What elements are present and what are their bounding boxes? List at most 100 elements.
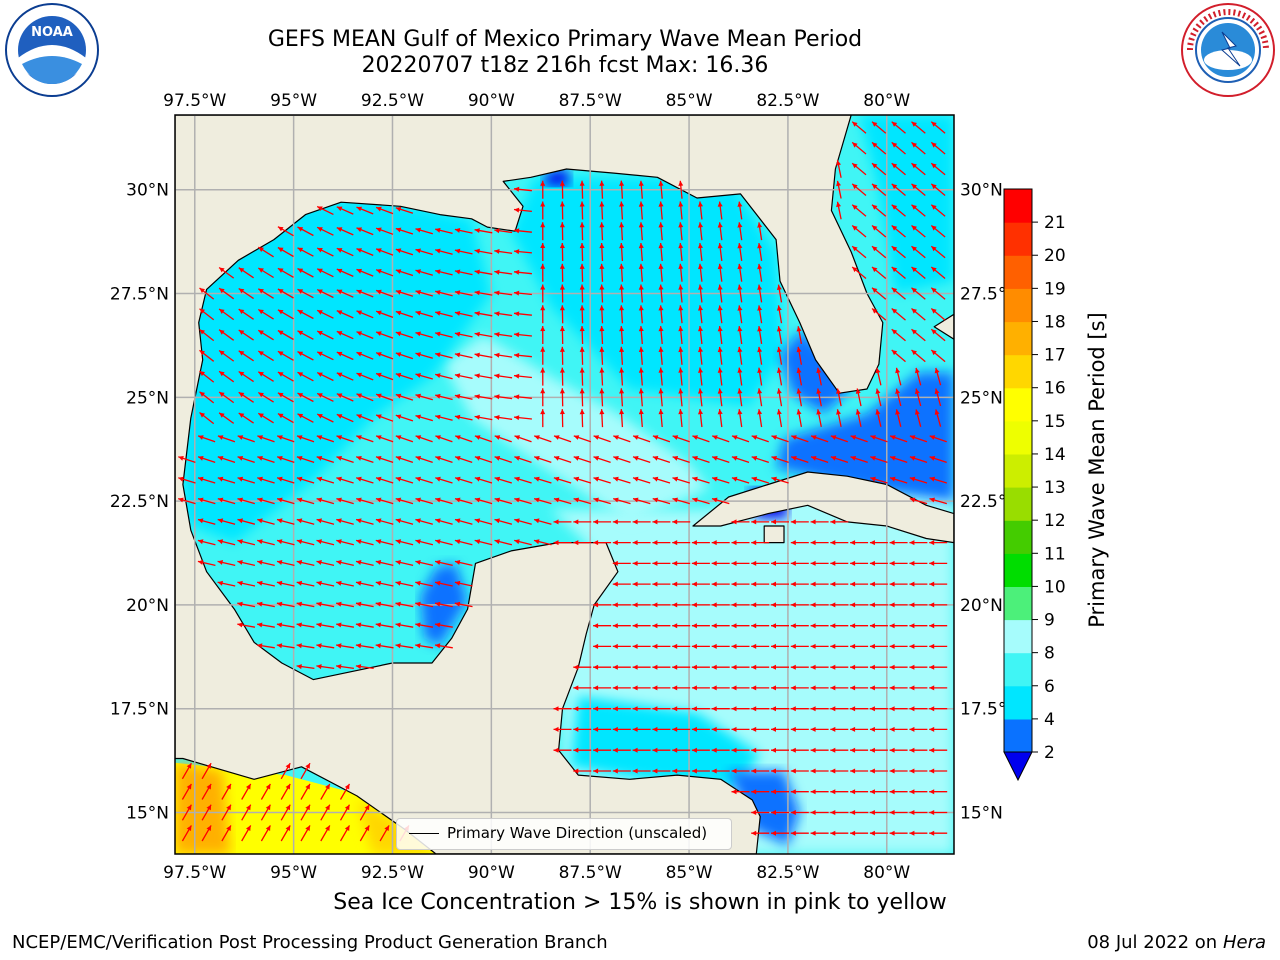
wave-arrow-head bbox=[356, 456, 362, 461]
wave-arrow bbox=[356, 393, 374, 402]
wave-arrow bbox=[395, 560, 414, 567]
wave-arrow bbox=[612, 560, 631, 566]
wave-arrow bbox=[540, 242, 546, 262]
wave-arrow bbox=[494, 311, 513, 317]
wave-arrow-head bbox=[454, 394, 461, 399]
colorbar-label: Primary Wave Mean Period [s] bbox=[1085, 312, 1109, 628]
wave-arrow bbox=[891, 266, 906, 279]
wave-arrow-head bbox=[474, 248, 480, 254]
wave-arrow bbox=[632, 747, 651, 753]
wave-arrow bbox=[638, 180, 644, 199]
colorbar-bin-6 bbox=[1004, 520, 1032, 554]
wave-arrow bbox=[869, 789, 888, 795]
wave-arrow-head bbox=[909, 623, 915, 629]
wave-arrow-head bbox=[870, 435, 876, 440]
wave-arrow bbox=[599, 305, 605, 324]
wave-arrow-head bbox=[771, 706, 776, 712]
wave-arrow bbox=[652, 560, 671, 566]
wave-arrow-head bbox=[435, 290, 441, 295]
wave-arrow-head bbox=[356, 476, 362, 482]
wave-arrow-head bbox=[678, 222, 684, 228]
wave-arrow bbox=[672, 435, 690, 443]
wave-arrow-head bbox=[632, 747, 638, 753]
wave-arrow bbox=[869, 560, 888, 566]
wave-arrow bbox=[731, 789, 750, 795]
wave-arrow bbox=[218, 266, 235, 279]
wave-arrow-head bbox=[197, 539, 204, 545]
wave-arrow-head bbox=[658, 367, 664, 373]
wave-arrow bbox=[691, 768, 710, 774]
wave-arrow-head bbox=[257, 435, 263, 440]
wave-arrow-head bbox=[474, 476, 481, 482]
wave-arrow-head bbox=[810, 747, 816, 753]
wave-arrow bbox=[731, 456, 750, 464]
wave-arrow bbox=[911, 121, 926, 134]
wave-arrow bbox=[632, 456, 651, 464]
wave-arrow-head bbox=[632, 726, 638, 732]
wave-arrow-head bbox=[540, 346, 546, 352]
wave-arrow-head bbox=[178, 476, 184, 482]
wave-arrow-head bbox=[619, 284, 625, 290]
wave-arrow bbox=[692, 476, 710, 484]
wave-arrow bbox=[375, 310, 394, 319]
wave-arrow-head bbox=[691, 706, 697, 712]
wave-arrow-head bbox=[931, 329, 937, 335]
wave-arrow bbox=[612, 540, 631, 546]
wave-arrow-head bbox=[336, 601, 342, 607]
wave-arrow bbox=[218, 349, 235, 362]
wave-arrow-head bbox=[869, 747, 875, 753]
wave-arrow bbox=[280, 783, 291, 800]
wave-arrow-head bbox=[911, 183, 917, 190]
wave-arrow bbox=[375, 518, 394, 525]
wave-arrow-head bbox=[455, 518, 461, 524]
wave-arrow bbox=[355, 601, 374, 608]
wave-arrow bbox=[751, 476, 769, 484]
wave-arrow-head bbox=[435, 476, 441, 482]
wave-arrow bbox=[375, 539, 394, 546]
wave-arrow bbox=[435, 497, 453, 505]
wave-arrow-head bbox=[395, 269, 402, 274]
wave-arrow-head bbox=[454, 248, 461, 254]
wave-arrow-head bbox=[850, 706, 856, 712]
wave-arrow bbox=[612, 643, 631, 649]
wave-arrow-head bbox=[911, 329, 917, 335]
wave-arrow bbox=[638, 201, 644, 220]
wave-arrow bbox=[514, 539, 532, 546]
wave-arrow-head bbox=[911, 308, 917, 314]
wave-arrow bbox=[757, 222, 763, 241]
wave-arrow bbox=[474, 414, 493, 421]
wave-arrow bbox=[336, 435, 354, 443]
wave-arrow-head bbox=[889, 664, 895, 670]
wave-arrow-head bbox=[258, 392, 264, 398]
wave-arrow bbox=[790, 789, 809, 795]
wave-arrow-head bbox=[355, 622, 362, 628]
wave-arrow-head bbox=[415, 560, 421, 565]
wave-arrow bbox=[379, 825, 390, 842]
wave-arrow-head bbox=[731, 643, 737, 649]
wave-arrow bbox=[717, 388, 723, 407]
wave-arrow-head bbox=[790, 830, 796, 836]
wave-arrow bbox=[790, 643, 809, 649]
wave-arrow bbox=[297, 392, 314, 403]
wave-arrow-head bbox=[717, 243, 723, 249]
wave-arrow bbox=[238, 391, 254, 403]
wave-arrow-head bbox=[579, 388, 585, 394]
wave-arrow bbox=[711, 726, 730, 732]
wave-arrow-head bbox=[889, 747, 895, 753]
wave-arrow bbox=[257, 518, 275, 525]
wave-arrow bbox=[474, 456, 493, 464]
wave-arrow bbox=[454, 435, 473, 443]
wave-arrow-head bbox=[415, 393, 421, 399]
wave-arrow-head bbox=[711, 726, 717, 732]
wave-arrow-head bbox=[257, 497, 263, 503]
wave-arrow-head bbox=[296, 664, 302, 670]
wave-arrow bbox=[257, 476, 275, 484]
wave-arrow-head bbox=[559, 326, 565, 332]
wave-arrow-head bbox=[237, 601, 243, 607]
wave-arrow bbox=[672, 476, 690, 484]
wave-arrow bbox=[776, 326, 783, 345]
wave-arrow bbox=[851, 121, 867, 134]
wave-arrow-head bbox=[593, 476, 599, 482]
wave-arrow bbox=[316, 580, 335, 587]
wave-arrow bbox=[181, 804, 192, 821]
